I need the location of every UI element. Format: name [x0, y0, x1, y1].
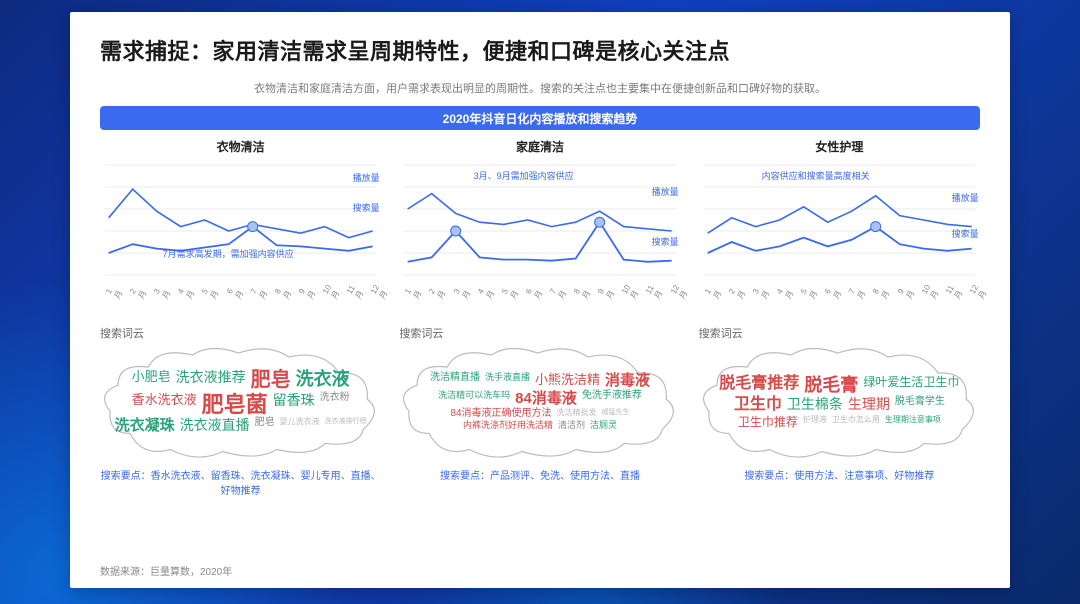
cloud-word: 清洁剂 — [558, 421, 585, 430]
cloud-word: 脱毛膏 — [804, 376, 858, 395]
line-chart: 播放量 搜索量 7月需求高发期，需加强内容供应 1月2月3月4月5月6月7月8月… — [100, 159, 381, 311]
cloud-word: 肥皂 — [251, 370, 291, 391]
page-subtitle: 衣物清洁和家庭清洁方面，用户需求表现出明显的周期性。搜索的关注点也主要集中在便捷… — [100, 80, 980, 96]
chart-annotation: 内容供应和搜索量高度相关 — [761, 170, 869, 181]
cloud-word: 洗衣凝珠 — [115, 418, 175, 434]
cloud-title: 搜索词云 — [699, 325, 980, 341]
columns-container: 衣物清洁 播放量 搜索量 7月需求高发期，需加强内容供应 1月2月3月4月5月6… — [100, 138, 980, 499]
column-1: 家庭清洁 播放量 搜索量 3月、9月需加强内容供应 1月2月3月4月5月6月7月… — [399, 138, 680, 499]
cloud-word: 洗衣液 — [296, 370, 350, 391]
series-label-play: 播放量 — [951, 192, 978, 203]
cloud-word: 小熊洗洁精 — [535, 373, 600, 389]
cloud-word: 绿叶爱生活卫生巾 — [863, 376, 959, 395]
cloud-word: 洗洁精可以洗车吗 — [438, 391, 510, 407]
cloud-word: 卫生巾推荐 — [738, 416, 798, 429]
cloud-word: 脱毛膏学生 — [895, 397, 945, 414]
line-chart: 播放量 搜索量 3月、9月需加强内容供应 1月2月3月4月5月6月7月8月9月1… — [399, 159, 680, 311]
x-axis-labels: 1月2月3月4月5月6月7月8月9月10月11月12月 — [699, 291, 980, 311]
chart-annotation: 7月需求高发期，需加强内容供应 — [163, 248, 294, 259]
page-title: 需求捕捉：家用清洁需求呈周期特性，便捷和口碑是核心关注点 — [100, 34, 980, 66]
column-title: 衣物清洁 — [100, 138, 381, 155]
cloud-title: 搜索词云 — [399, 325, 680, 341]
cloud-word: 84消毒液正确使用方法 — [450, 409, 551, 420]
cloud-word: 威猛先生 — [602, 409, 630, 420]
word-cloud: 洗洁精直播洗手液直播小熊洗洁精消毒液洗洁精可以洗车吗 84消毒液免洗手液推荐 84消… — [399, 343, 680, 461]
cloud-word: 卫生巾怎么用 — [832, 416, 880, 429]
cloud-word: 婴儿洗衣液 — [280, 418, 320, 434]
cloud-word: 小肥皂 — [132, 370, 171, 391]
search-summary: 搜索要点：产品测评、免洗、使用方法、直播 — [399, 469, 680, 484]
content-card: 需求捕捉：家用清洁需求呈周期特性，便捷和口碑是核心关注点 衣物清洁和家庭清洁方面… — [70, 12, 1010, 588]
cloud-word: 肥皂菌 — [202, 393, 268, 416]
cloud-word: 84消毒液 — [515, 391, 577, 407]
data-source: 数据来源：巨量算数，2020年 — [100, 563, 232, 578]
column-title: 家庭清洁 — [399, 138, 680, 155]
series-label-search: 搜索量 — [951, 228, 978, 239]
column-2: 女性护理 播放量 搜索量 内容供应和搜索量高度相关 1月2月3月4月5月6月7月… — [699, 138, 980, 499]
series-label-play: 播放量 — [353, 172, 380, 183]
word-cloud: 脱毛膏推荐脱毛膏绿叶爱生活卫生巾卫生巾卫生棉条生理期脱毛膏学生卫生巾推荐护理液卫… — [699, 343, 980, 461]
cloud-word: 洗衣液直播 — [180, 418, 250, 434]
x-tick-label: 12月 — [968, 284, 989, 301]
cloud-word: 洗手液直播 — [485, 373, 530, 389]
search-summary: 搜索要点：使用方法、注意事项、好物推荐 — [699, 469, 980, 484]
cloud-word: 肥皂 — [255, 418, 275, 434]
cloud-word: 生理期注意事项 — [885, 416, 941, 429]
cloud-word: 留香珠 — [273, 393, 315, 416]
cloud-word: 内裤洗涤剂好用洗洁精 — [463, 421, 553, 430]
cloud-word: 洗衣液推荐 — [176, 370, 246, 391]
column-title: 女性护理 — [699, 138, 980, 155]
x-axis-labels: 1月2月3月4月5月6月7月8月9月10月11月12月 — [399, 291, 680, 311]
cloud-word: 卫生棉条 — [787, 397, 843, 414]
cloud-word: 免洗手液推荐 — [582, 391, 642, 407]
cloud-word: 洗衣液排行榜 — [325, 418, 367, 434]
column-0: 衣物清洁 播放量 搜索量 7月需求高发期，需加强内容供应 1月2月3月4月5月6… — [100, 138, 381, 499]
chart-annotation: 3月、9月需加强内容供应 — [474, 170, 574, 181]
search-summary: 搜索要点：香水洗衣液、留香珠、洗衣凝珠、婴儿专用、直播、好物推荐 — [100, 469, 381, 499]
cloud-word: 洁厕灵 — [590, 421, 617, 430]
cloud-word: 卫生巾 — [734, 397, 782, 414]
series-label-search: 搜索量 — [353, 202, 380, 213]
cloud-word: 消毒液 — [605, 373, 650, 389]
cloud-title: 搜索词云 — [100, 325, 381, 341]
section-banner: 2020年抖音日化内容播放和搜索趋势 — [100, 106, 980, 130]
x-axis-labels: 1月2月3月4月5月6月7月8月9月10月11月12月 — [100, 291, 381, 311]
line-chart: 播放量 搜索量 内容供应和搜索量高度相关 1月2月3月4月5月6月7月8月9月1… — [699, 159, 980, 311]
x-tick-label: 12月 — [669, 284, 690, 301]
word-cloud: 小肥皂洗衣液推荐肥皂洗衣液香水洗衣液肥皂菌留香珠洗衣粉洗衣凝珠洗衣液直播肥皂婴儿… — [100, 343, 381, 461]
cloud-word: 洗洁精直播 — [430, 373, 480, 389]
cloud-word: 生理期 — [848, 397, 890, 414]
series-label-play: 播放量 — [652, 186, 679, 197]
cloud-word: 洗洁精批发 — [557, 409, 597, 420]
x-tick-label: 12月 — [369, 284, 390, 301]
cloud-word: 香水洗衣液 — [132, 393, 197, 416]
cloud-word: 脱毛膏推荐 — [719, 376, 799, 395]
cloud-word: 洗衣粉 — [320, 393, 350, 416]
series-label-search: 搜索量 — [652, 236, 679, 247]
cloud-word: 护理液 — [803, 416, 827, 429]
